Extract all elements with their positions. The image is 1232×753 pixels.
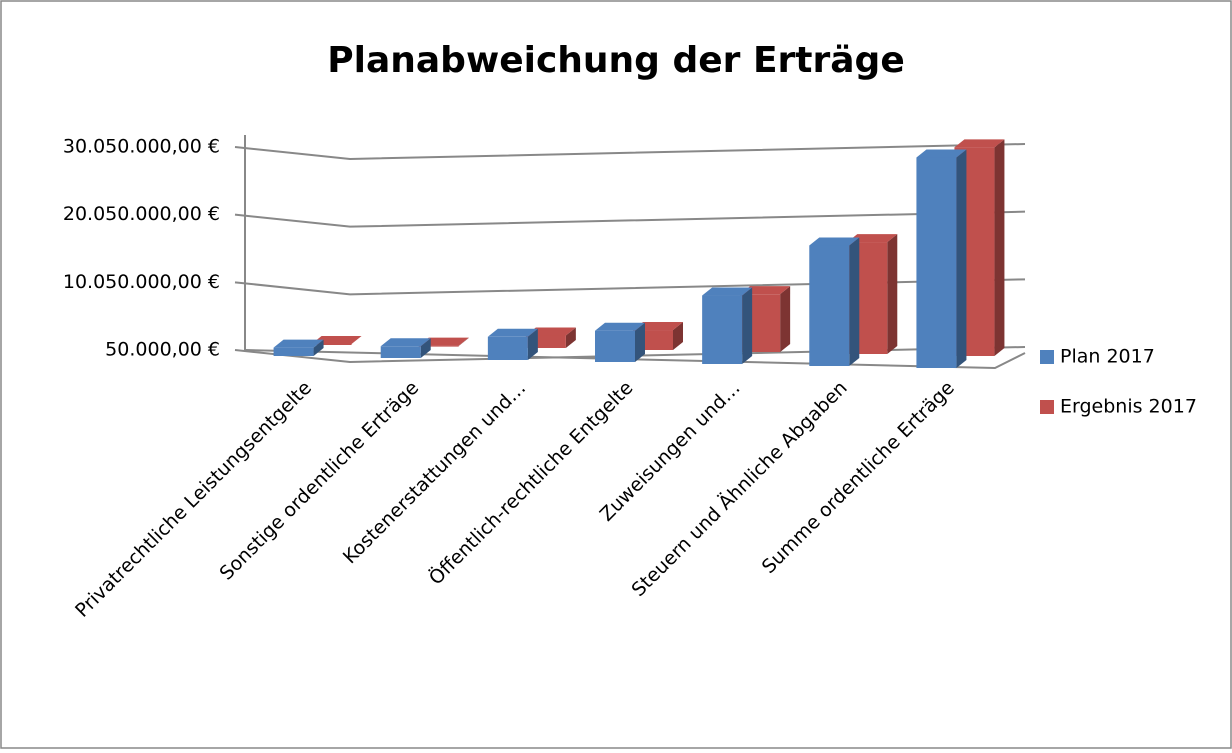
bar-top	[418, 337, 469, 346]
bar-side	[994, 139, 1005, 356]
y-tick-label: 50.000,00 €	[105, 339, 220, 361]
bar-side	[780, 286, 791, 352]
bar-top	[487, 328, 538, 337]
grid-line	[234, 346, 1026, 364]
bar-side	[313, 339, 324, 356]
legend-swatch	[1040, 350, 1054, 364]
bar-top	[740, 286, 791, 295]
grid-line	[234, 143, 1026, 161]
bar	[916, 157, 957, 368]
bar-side	[565, 327, 576, 348]
bar	[809, 245, 850, 366]
bar-top	[702, 287, 753, 296]
bar-top	[916, 149, 967, 158]
bar-top	[809, 237, 860, 246]
bar-side	[742, 287, 753, 364]
legend-swatch	[1040, 400, 1054, 414]
y-tick-label: 30.050.000,00 €	[63, 136, 220, 158]
bar	[487, 336, 528, 360]
bar	[702, 295, 743, 364]
bar	[595, 330, 635, 362]
bar-top	[273, 339, 324, 348]
bar-top	[633, 322, 683, 331]
y-tick-label: 20.050.000,00 €	[63, 203, 220, 225]
legend-label: Ergebnis 2017	[1060, 396, 1197, 418]
bar	[273, 347, 314, 356]
bar-top	[595, 322, 645, 331]
y-tick-label: 10.050.000,00 €	[63, 271, 220, 293]
bar-side	[956, 149, 967, 368]
bar-side	[849, 237, 860, 366]
bar-top	[954, 139, 1005, 148]
chart-title: Planabweichung der Erträge	[327, 40, 905, 81]
bar-top	[847, 234, 898, 243]
bar-side	[420, 338, 431, 358]
bar	[380, 346, 421, 358]
bar-top	[525, 327, 576, 336]
grid-line	[234, 210, 1026, 228]
bar-side	[527, 328, 538, 360]
bar	[418, 345, 459, 347]
bar-top	[380, 338, 431, 347]
bar-side	[887, 234, 898, 354]
grid-line	[234, 278, 1026, 296]
bar-side	[458, 337, 469, 346]
legend-label: Plan 2017	[1060, 346, 1155, 368]
bar-side	[635, 322, 645, 362]
bar	[311, 344, 352, 345]
bar-side	[673, 322, 683, 350]
bar-top	[311, 336, 362, 344]
